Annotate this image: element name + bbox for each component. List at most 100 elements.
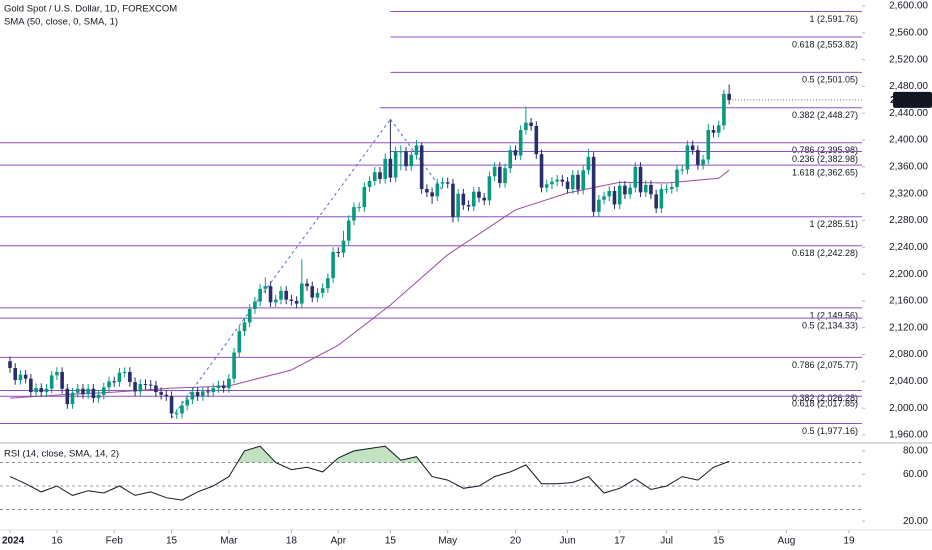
candle-body: [128, 371, 132, 383]
x-tick-label: 20: [510, 536, 522, 547]
candle-body: [399, 151, 403, 153]
sma-label: SMA (50, close, 0, SMA, 1): [4, 17, 118, 28]
fib-label: 0.618 (2,553.82): [792, 39, 858, 49]
candle-body: [268, 286, 273, 303]
fib-label: 1.618 (2,362.65): [792, 167, 858, 177]
candle-body: [258, 288, 262, 302]
candle-body: [696, 150, 700, 165]
fib-label: 1 (2,591.76): [809, 14, 858, 24]
candle-body: [221, 385, 226, 389]
x-tick-label: Apr: [331, 536, 347, 547]
y-tick-label: 2,120.00: [889, 322, 928, 333]
x-tick-label: 15: [385, 536, 397, 547]
candle-body: [190, 392, 195, 400]
candle-body: [581, 170, 586, 190]
candle-body: [722, 93, 726, 126]
candle-body: [440, 182, 445, 184]
fib-label: 1 (2,149.56): [809, 310, 858, 320]
candle-body: [727, 93, 731, 100]
candle-body: [565, 181, 570, 190]
x-tick-label: 2024: [2, 536, 25, 547]
candle-body: [649, 184, 653, 195]
x-tick-label: Aug: [778, 536, 796, 547]
candle-body: [617, 185, 622, 205]
fib-label: 0.236 (2,382.98): [792, 154, 858, 164]
x-tick-label: 16: [51, 536, 63, 547]
candle-body: [414, 145, 419, 155]
candle-body: [362, 186, 367, 208]
candle-body: [154, 385, 158, 393]
candle-body: [430, 192, 434, 197]
candle-body: [195, 392, 200, 397]
y-tick-label: 2,360.00: [889, 162, 928, 173]
y-tick-label: 2,520.00: [889, 54, 928, 65]
y-tick-label: 2,240.00: [889, 242, 928, 253]
candle-body: [623, 185, 627, 195]
candle-body: [331, 252, 335, 279]
y-tick-label: 2,160.00: [889, 296, 928, 307]
candle-body: [471, 191, 476, 207]
candle-body: [232, 352, 236, 379]
fib-label: 0.5 (1,977.16): [802, 426, 858, 436]
candle-body: [591, 156, 596, 212]
candle-body: [602, 196, 606, 200]
candle-body: [701, 159, 705, 165]
candle-body: [685, 145, 690, 170]
y-tick-label: 2,080.00: [889, 349, 928, 360]
candle-body: [310, 286, 315, 298]
candle-body: [206, 391, 210, 393]
candle-body: [482, 197, 487, 201]
candle-body: [451, 183, 455, 218]
candle-body: [378, 172, 382, 179]
candle-body: [185, 399, 189, 406]
candle-body: [346, 220, 351, 241]
candle-body: [81, 388, 85, 395]
candle-body: [273, 299, 278, 303]
candle-body: [633, 166, 638, 188]
fib-label: 1 (2,285.51): [809, 219, 858, 229]
candle-body: [44, 388, 49, 393]
candle-body: [70, 392, 75, 405]
fib-label: 0.786 (2,395.98): [792, 145, 858, 155]
candle-body: [253, 301, 257, 309]
candle-body: [393, 151, 398, 178]
candle-body: [654, 194, 658, 209]
candle-body: [466, 205, 471, 207]
candle-body: [383, 158, 387, 179]
candle-body: [419, 145, 424, 190]
y-tick-label: 2,320.00: [889, 188, 928, 199]
candle-body: [498, 166, 502, 183]
candle-body: [279, 290, 283, 300]
y-tick-label: 2,000.00: [889, 403, 928, 414]
candle-body: [159, 392, 163, 395]
candle-body: [352, 207, 356, 221]
candle-body: [60, 371, 64, 389]
candle-body: [435, 183, 440, 197]
candle-body: [612, 191, 617, 205]
candle-body: [659, 189, 664, 209]
candle-body: [263, 286, 268, 289]
candle-body: [388, 158, 393, 178]
x-tick-label: Feb: [106, 536, 124, 547]
candle-body: [524, 122, 528, 131]
fib-label: 0.382 (2,448.27): [792, 110, 858, 120]
candle-body: [13, 367, 18, 381]
x-tick-label: 15: [713, 536, 725, 547]
candle-body: [227, 378, 231, 389]
candle-body: [112, 381, 117, 383]
candle-body: [305, 283, 309, 287]
candle-body: [201, 391, 205, 397]
candle-body: [96, 394, 101, 399]
candle-body: [461, 193, 466, 206]
y-tick-label: 2,400.00: [889, 135, 928, 146]
candle-body: [55, 371, 59, 376]
candle-body: [487, 176, 492, 201]
candle-body: [315, 292, 320, 298]
candle-body: [560, 179, 565, 182]
candle-body: [425, 189, 429, 193]
candle-body: [456, 193, 460, 218]
candle-body: [372, 172, 377, 181]
candle-body: [607, 191, 612, 197]
candle-body: [326, 278, 330, 289]
